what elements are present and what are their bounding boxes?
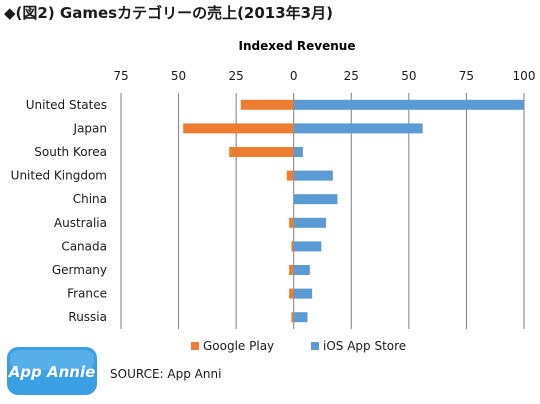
svg-text:App Annie: App Annie <box>8 363 96 381</box>
legend-google-play-label: Google Play <box>203 339 274 353</box>
ios-app-store-bar <box>293 194 338 205</box>
x-tick-label: 50 <box>401 69 416 83</box>
google-play-bar <box>289 288 294 299</box>
legend-ios-app-store-label: iOS App Store <box>323 339 406 353</box>
ios-app-store-bar <box>293 99 524 110</box>
ios-app-store-bar <box>293 217 326 228</box>
google-play-bar <box>291 312 294 323</box>
category-label: Germany <box>52 263 107 277</box>
x-tick-label: 50 <box>171 69 186 83</box>
category-label: South Korea <box>34 145 107 159</box>
google-play-bar <box>229 147 294 157</box>
category-label: United Kingdom <box>11 169 107 183</box>
google-play-bar <box>240 99 294 110</box>
google-play-bar <box>286 170 294 181</box>
ios-app-store-bar <box>293 288 313 299</box>
x-tick-label: 100 <box>513 69 536 83</box>
x-tick-label: 75 <box>113 69 128 83</box>
ios-app-store-bar <box>293 265 310 275</box>
category-label: United States <box>26 98 107 112</box>
category-label: Russia <box>68 310 107 324</box>
legend-google-play-swatch <box>191 342 199 350</box>
category-label: Australia <box>54 216 107 230</box>
x-tick-label: 25 <box>344 69 359 83</box>
google-play-bar <box>289 217 294 228</box>
source-note: SOURCE: App Anni <box>110 367 222 381</box>
google-play-bar <box>289 265 294 275</box>
legend-ios-app-store-swatch <box>311 342 319 350</box>
google-play-bar <box>183 123 294 134</box>
ios-app-store-bar <box>293 123 423 134</box>
ios-app-store-bar <box>293 147 303 157</box>
google-play-bar <box>291 241 294 252</box>
category-label: Japan <box>73 121 107 135</box>
category-label: China <box>73 192 107 206</box>
app-annie-logo: App Annie <box>6 346 98 396</box>
ios-app-store-bar <box>293 241 322 252</box>
x-tick-label: 75 <box>459 69 474 83</box>
chart-title: ◆(図2) Gamesカテゴリーの売上(2013年3月) <box>4 4 333 22</box>
bar-chart: Indexed Revenue 75 50 25 0 25 50 75 100 United S… <box>11 39 536 353</box>
x-tick-label: 0 <box>290 69 298 83</box>
category-label: Canada <box>61 239 107 253</box>
ios-app-store-bar <box>293 170 333 181</box>
axis-title: Indexed Revenue <box>239 39 356 53</box>
x-tick-label: 25 <box>229 69 244 83</box>
category-label: France <box>67 287 107 301</box>
ios-app-store-bar <box>293 312 308 323</box>
